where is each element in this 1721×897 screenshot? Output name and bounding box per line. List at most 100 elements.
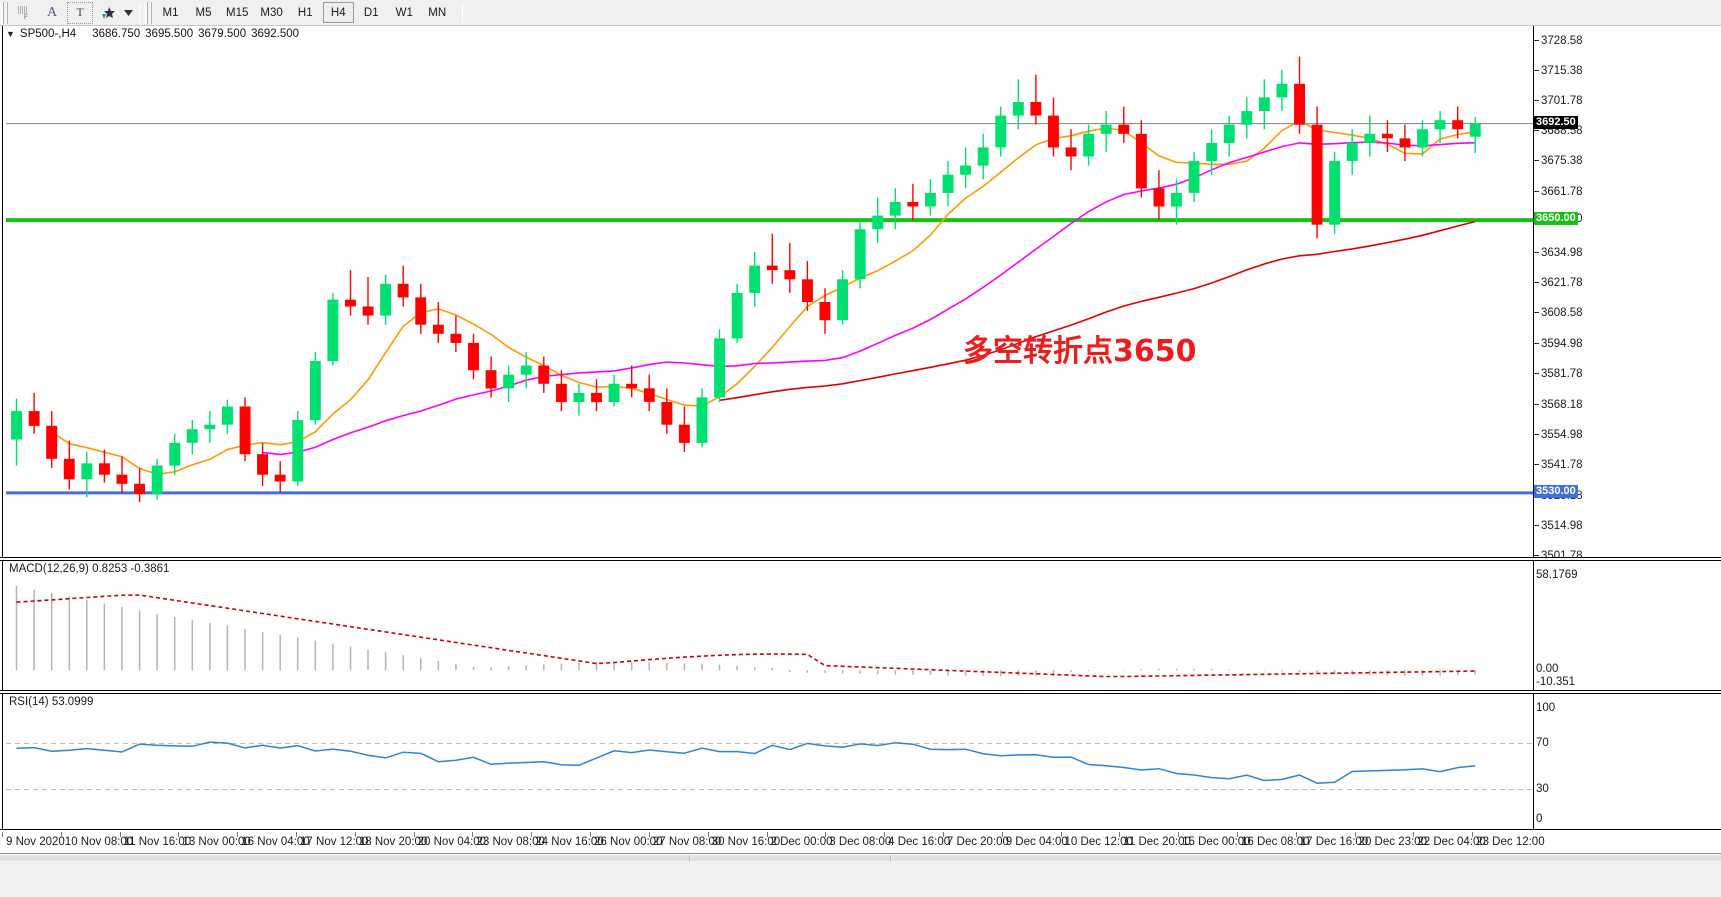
chart-toolbar: F A T M1 M5 M15 M30 H1 H4 D1 W1 MN: [0, 0, 1721, 26]
last-price-tag[interactable]: 3692.50: [1534, 115, 1578, 129]
status-strip: [0, 854, 1721, 897]
price-tick: 3608.58: [1534, 307, 1583, 319]
status-chip-3: [892, 855, 1721, 861]
time-axis-label: 11 Nov 16:00: [123, 836, 192, 848]
time-tick-separator: [531, 832, 533, 837]
status-chip-2: [691, 855, 891, 861]
price-tick: 3715.38: [1534, 65, 1583, 77]
timeframe-button-h1[interactable]: H1: [297, 6, 313, 19]
price-tick: 3541.78: [1534, 459, 1583, 471]
macd-scale[interactable]: 58.1769 0.00 -10.351: [1533, 561, 1721, 690]
time-tick-separator: [119, 832, 121, 837]
timeframe-button-h4[interactable]: H4: [322, 2, 354, 23]
dropdown-arrow-icon[interactable]: [122, 2, 135, 24]
macd-plot[interactable]: [6, 562, 1535, 689]
macd-pane[interactable]: MACD(12,26,9) 0.8253 -0.3861 58.1769 0.00…: [0, 560, 1721, 691]
text-label-icon[interactable]: A: [46, 4, 58, 20]
time-axis-label: 26 Nov 00:00: [594, 836, 663, 848]
rsi-pane[interactable]: RSI(14) 53.0999 100 70 30 0: [0, 693, 1721, 830]
toolbar-divider: [139, 2, 140, 23]
toolbar-grip-drawing[interactable]: [1, 1, 8, 24]
price-tick: 3514.98: [1534, 520, 1583, 532]
price-tick: 3621.78: [1534, 277, 1583, 289]
price-tick: 3661.78: [1534, 186, 1583, 198]
timeframe-button-w1[interactable]: W1: [395, 6, 413, 19]
ohlc-open: 3686.750: [92, 28, 141, 40]
time-axis-label: 2 Dec 00:00: [770, 836, 833, 848]
time-tick-separator: [1472, 832, 1474, 837]
rsi-tick: 100: [1536, 702, 1556, 714]
macd-svg: [15, 586, 1476, 678]
price-tick: 3554.98: [1534, 429, 1583, 441]
time-axis-label: 11 Dec 20:00: [1123, 836, 1191, 848]
time-tick-separator: [60, 832, 62, 837]
timeframe-button-d1[interactable]: D1: [363, 6, 379, 19]
chart-canvas-area[interactable]: ▼ SP500-,H4 3686.750 3695.500 3679.500 3…: [0, 26, 1721, 897]
ohlc-close: 3692.500: [251, 28, 300, 40]
time-axis-label: 18 Nov 20:00: [358, 836, 428, 848]
chart-annotation-text[interactable]: 多空转折点3650: [963, 334, 1197, 369]
toolbar-grip-timeframes[interactable]: [145, 1, 152, 24]
time-axis-label: 27 Nov 08:00: [652, 836, 722, 848]
timeframe-button-m30[interactable]: M30: [260, 6, 283, 19]
price-pane[interactable]: ▼ SP500-,H4 3686.750 3695.500 3679.500 3…: [0, 26, 1721, 558]
status-chip-1: [0, 855, 690, 861]
price-tick: 3581.78: [1534, 368, 1583, 380]
shapes-icon[interactable]: [95, 2, 121, 24]
time-axis-label: 7 Dec 20:00: [946, 836, 1009, 848]
time-tick-separator: [1001, 832, 1003, 837]
ohlc-low: 3679.500: [198, 28, 247, 40]
price-tick: 3634.98: [1534, 247, 1583, 259]
price-tick: 3568.18: [1534, 399, 1583, 411]
time-axis-label: 22 Dec 04:00: [1417, 836, 1486, 848]
time-tick-separator: [296, 832, 298, 837]
time-axis-label: 4 Dec 16:00: [888, 836, 951, 848]
ohlc-high: 3695.500: [145, 28, 194, 40]
price-plot[interactable]: [6, 27, 1535, 556]
time-axis-label: 9 Dec 04:00: [1005, 836, 1068, 848]
timeframe-button-m1[interactable]: M1: [162, 6, 179, 19]
time-tick-separator: [648, 832, 650, 837]
macd-tick: 0.00: [1536, 663, 1559, 676]
price-scale[interactable]: 3728.58 3715.38 3701.78 3688.58 3675.38 3661.…: [1533, 26, 1721, 557]
rsi-scale[interactable]: 100 70 30 0: [1533, 694, 1721, 829]
rsi-tick: 70: [1536, 736, 1549, 749]
price-tick: 3594.98: [1534, 338, 1583, 350]
macd-label: MACD(12,26,9) 0.8253 -0.3861: [9, 563, 170, 575]
time-tick-separator: [1236, 832, 1238, 837]
time-tick-separator: [766, 832, 768, 837]
rsi-plot[interactable]: [6, 695, 1535, 828]
rsi-tick: 30: [1536, 782, 1549, 795]
price-tick: 3501.78: [1534, 550, 1583, 557]
rsi-svg: [6, 741, 1535, 790]
time-axis[interactable]: 9 Nov 2020 10 Nov 08:00 11 Nov 16:00 13 Nov…: [0, 832, 1721, 854]
time-tick-separator: [884, 832, 886, 837]
time-tick-separator: [590, 832, 592, 837]
price-tick: 3728.58: [1534, 35, 1583, 47]
text-box-icon[interactable]: T: [67, 1, 93, 24]
time-tick-separator: [1413, 832, 1415, 837]
crosshair-icon[interactable]: F: [11, 2, 37, 24]
timeframe-button-m15[interactable]: M15: [226, 6, 249, 19]
time-tick-separator: [237, 832, 239, 837]
time-tick-separator: [178, 832, 180, 837]
blue-level-tag[interactable]: 3530.00: [1534, 484, 1578, 498]
svg-text:F: F: [24, 15, 28, 20]
time-axis-label: 16 Nov 04:00: [241, 836, 310, 848]
green-level-tag[interactable]: 3650.00: [1534, 212, 1578, 226]
collapse-icon[interactable]: ▼: [6, 29, 15, 39]
time-axis-label: 10 Dec 12:00: [1064, 836, 1133, 848]
time-axis-label: 3 Dec 08:00: [829, 836, 892, 848]
time-tick-separator: [1119, 832, 1121, 837]
timeframe-button-mn[interactable]: MN: [428, 6, 447, 19]
timeframe-button-m5[interactable]: M5: [195, 6, 212, 19]
macd-tick: -10.351: [1536, 676, 1576, 688]
time-tick-separator: [1178, 832, 1180, 837]
timeframe-button-group: M1 M5 M15 M30 H1 H4 D1 W1 MN: [154, 2, 454, 23]
time-axis-label: 13 Nov 00:00: [182, 836, 251, 848]
time-axis-label: 10 Nov 08:00: [64, 836, 134, 848]
time-tick-separator: [2, 832, 3, 837]
time-axis-label: 15 Dec 00:00: [1182, 836, 1251, 848]
time-axis-label: 20 Nov 04:00: [417, 836, 487, 848]
